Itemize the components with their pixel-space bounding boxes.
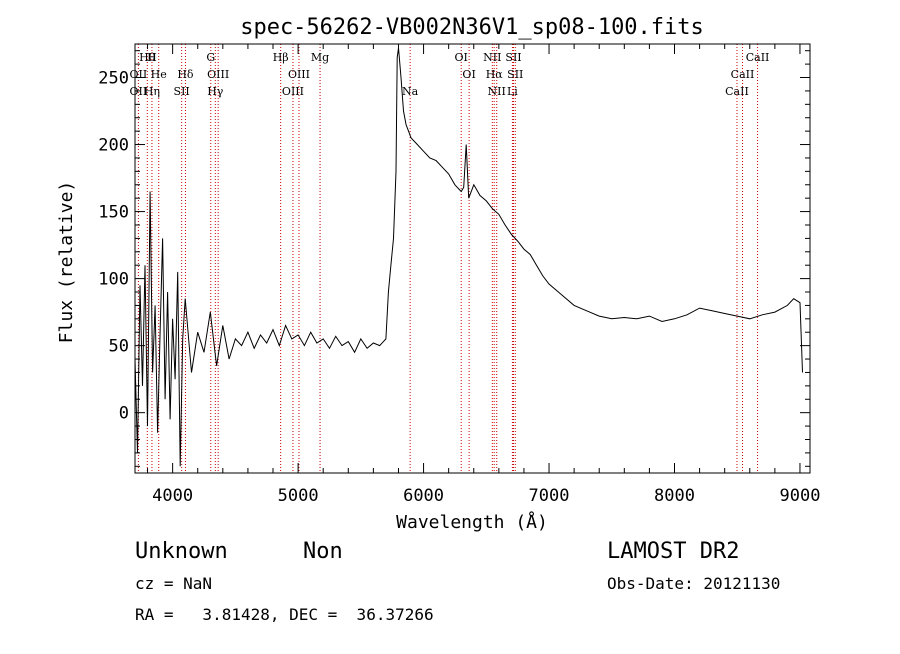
marker-label: Hθ [139, 51, 156, 64]
y-tick-label: 250 [98, 69, 129, 89]
marker-label: CaII [725, 85, 749, 98]
y-tick-label: 100 [98, 270, 129, 290]
marker-label: G [206, 51, 215, 64]
y-axis: 0 50 100 150 200 250 [98, 50, 810, 467]
x-tick-label: 8000 [654, 486, 695, 506]
spectrum-series-line [134, 47, 803, 467]
coordinates-text: RA = 3.81428, DEC = 36.37266 [135, 605, 434, 624]
marker-label: Hβ [273, 51, 289, 64]
y-tick-label: 150 [98, 203, 129, 223]
marker-label: Hα [486, 68, 504, 81]
marker-label: Na [402, 85, 419, 98]
marker-label: NII [488, 85, 506, 98]
x-axis: 4000 5000 6000 7000 8000 9000 [147, 44, 820, 506]
marker-label: Mg [311, 51, 329, 64]
object-subclass-text: Non [303, 539, 343, 564]
chart-title: spec-56262-VB002N36V1_sp08-100.fits [240, 15, 704, 40]
x-tick-label: 4000 [152, 486, 193, 506]
spectral-line-markers [137, 44, 759, 473]
x-axis-label: Wavelength (Å) [396, 511, 548, 533]
marker-label: OIII [288, 68, 310, 81]
redshift-text: cz = NaN [135, 574, 212, 593]
marker-label: Hγ [207, 85, 224, 98]
marker-label: CaII [746, 51, 770, 64]
marker-label: OI [462, 68, 475, 81]
marker-label: Li [507, 85, 518, 98]
marker-label: SII [174, 85, 190, 98]
object-class-text: Unknown [135, 539, 228, 564]
marker-label: SII [505, 51, 521, 64]
marker-label: OIII [207, 68, 229, 81]
marker-label: OI [455, 51, 468, 64]
y-tick-label: 0 [119, 404, 129, 424]
marker-label: Hη [144, 85, 160, 98]
y-tick-label: 200 [98, 136, 129, 156]
x-tick-label: 5000 [278, 486, 319, 506]
y-tick-label: 50 [109, 337, 129, 357]
marker-label: NII [483, 51, 501, 64]
marker-label: CaII [731, 68, 755, 81]
x-tick-label: 7000 [529, 486, 570, 506]
y-axis-label: Flux (relative) [56, 181, 77, 344]
survey-text: LAMOST DR2 [607, 539, 739, 564]
plot-frame [134, 43, 811, 474]
marker-label: Hδ [177, 68, 194, 81]
x-tick-label: 6000 [403, 486, 444, 506]
marker-label: H [147, 51, 157, 64]
marker-label: He [151, 68, 167, 81]
x-tick-label: 9000 [779, 486, 820, 506]
marker-label: OII [130, 85, 148, 98]
marker-label: SII [507, 68, 523, 81]
marker-label: OIII [282, 85, 304, 98]
obs-date-text: Obs-Date: 20121130 [607, 574, 780, 593]
marker-label: OII [130, 68, 148, 81]
